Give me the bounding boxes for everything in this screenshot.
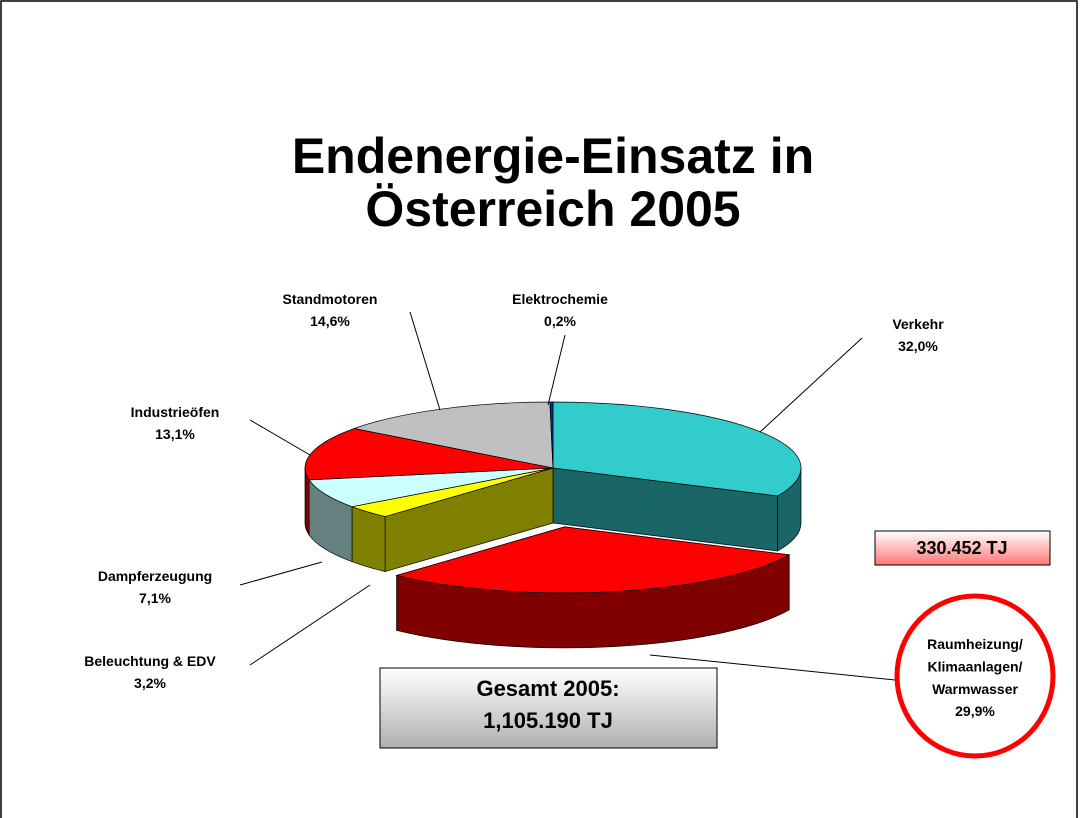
pie-slice xyxy=(549,401,554,469)
slice-value-label: 32,0% xyxy=(898,338,938,354)
pie-slice-side xyxy=(351,506,386,573)
slice-label: Elektrochemie xyxy=(512,291,608,307)
pie-slice xyxy=(353,401,554,469)
slice-value-label: 0,2% xyxy=(544,313,576,329)
leader-line xyxy=(547,334,566,406)
leader-line xyxy=(649,654,896,681)
leader-line xyxy=(239,561,323,586)
slice-value-label: 14,6% xyxy=(310,313,350,329)
slice-label: Standmotoren xyxy=(283,291,378,307)
pie: Verkehr 32,0% Raumheizung/Klimaanlagen/War… xyxy=(84,291,1023,720)
leader-line xyxy=(409,311,441,411)
annotation: Gesamt 2005: 1,105.190 TJ xyxy=(476,676,619,733)
pie-slice xyxy=(304,428,554,481)
leader-line xyxy=(249,584,371,666)
slice-label: Raumheizung/Klimaanlagen/Warmwasser xyxy=(927,636,1023,697)
leader-line xyxy=(759,337,863,433)
slice-label: Industrieöfen xyxy=(131,404,220,420)
pie-slice xyxy=(552,401,802,497)
slice-label: Dampferzeugung xyxy=(98,568,212,584)
annotation-box xyxy=(874,530,1051,566)
slice-label: Beleuchtung & EDV xyxy=(84,653,216,669)
slice-value-label: 3,2% xyxy=(134,675,166,691)
annotation-box xyxy=(379,667,718,749)
slice-value-label: 29,9% xyxy=(955,703,995,719)
pie-slice xyxy=(308,467,554,508)
chart-title: Endenergie-Einsatz in Österreich 2005 xyxy=(292,128,814,237)
pie-slice xyxy=(395,526,791,594)
annotation: 330.452 TJ xyxy=(916,538,1007,558)
leader-line xyxy=(249,419,311,456)
slice-value-label: 13,1% xyxy=(155,426,195,442)
highlight-circle xyxy=(894,593,1056,759)
slice-value-label: 7,1% xyxy=(139,590,171,606)
slice-label: Verkehr xyxy=(892,316,944,332)
